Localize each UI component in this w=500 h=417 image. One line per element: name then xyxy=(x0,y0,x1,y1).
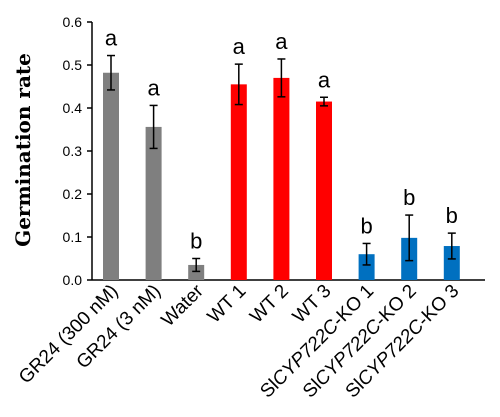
y-tick-label: 0.6 xyxy=(63,14,83,30)
significance-letters: a a b a a a b b b xyxy=(105,26,458,254)
bar xyxy=(188,264,205,280)
bar xyxy=(103,72,119,281)
y-axis-label: Germination rate xyxy=(11,53,35,247)
significance-letter: b xyxy=(190,229,202,254)
x-tick-label: Water xyxy=(158,280,209,331)
y-tick-label: 0.4 xyxy=(63,100,83,116)
bar xyxy=(443,246,460,280)
y-tick-label: 0.5 xyxy=(63,57,83,73)
significance-letter: a xyxy=(105,26,118,51)
y-tick-label: 0.2 xyxy=(63,186,83,202)
bar xyxy=(316,101,332,280)
y-tick-label: 0.3 xyxy=(63,143,83,159)
y-tick-label: 0.0 xyxy=(63,272,83,288)
bar xyxy=(358,254,375,280)
significance-letter: a xyxy=(318,67,331,92)
significance-letter: b xyxy=(403,185,415,210)
significance-letter: a xyxy=(147,75,160,100)
bars xyxy=(103,72,460,281)
significance-letter: a xyxy=(233,34,246,59)
bar xyxy=(273,77,290,281)
error-bars xyxy=(107,54,456,273)
significance-letter: a xyxy=(275,29,288,54)
bar xyxy=(145,126,162,280)
significance-letter: b xyxy=(446,203,458,228)
y-tick-label: 0.1 xyxy=(63,229,83,245)
x-tick-label: WT 2 xyxy=(246,281,293,328)
x-tick-label: WT 1 xyxy=(204,281,251,328)
significance-letter: b xyxy=(360,213,372,238)
bar xyxy=(230,84,247,280)
y-axis-ticks: 0.0 0.1 0.2 0.3 0.4 0.5 0.6 xyxy=(63,14,92,288)
